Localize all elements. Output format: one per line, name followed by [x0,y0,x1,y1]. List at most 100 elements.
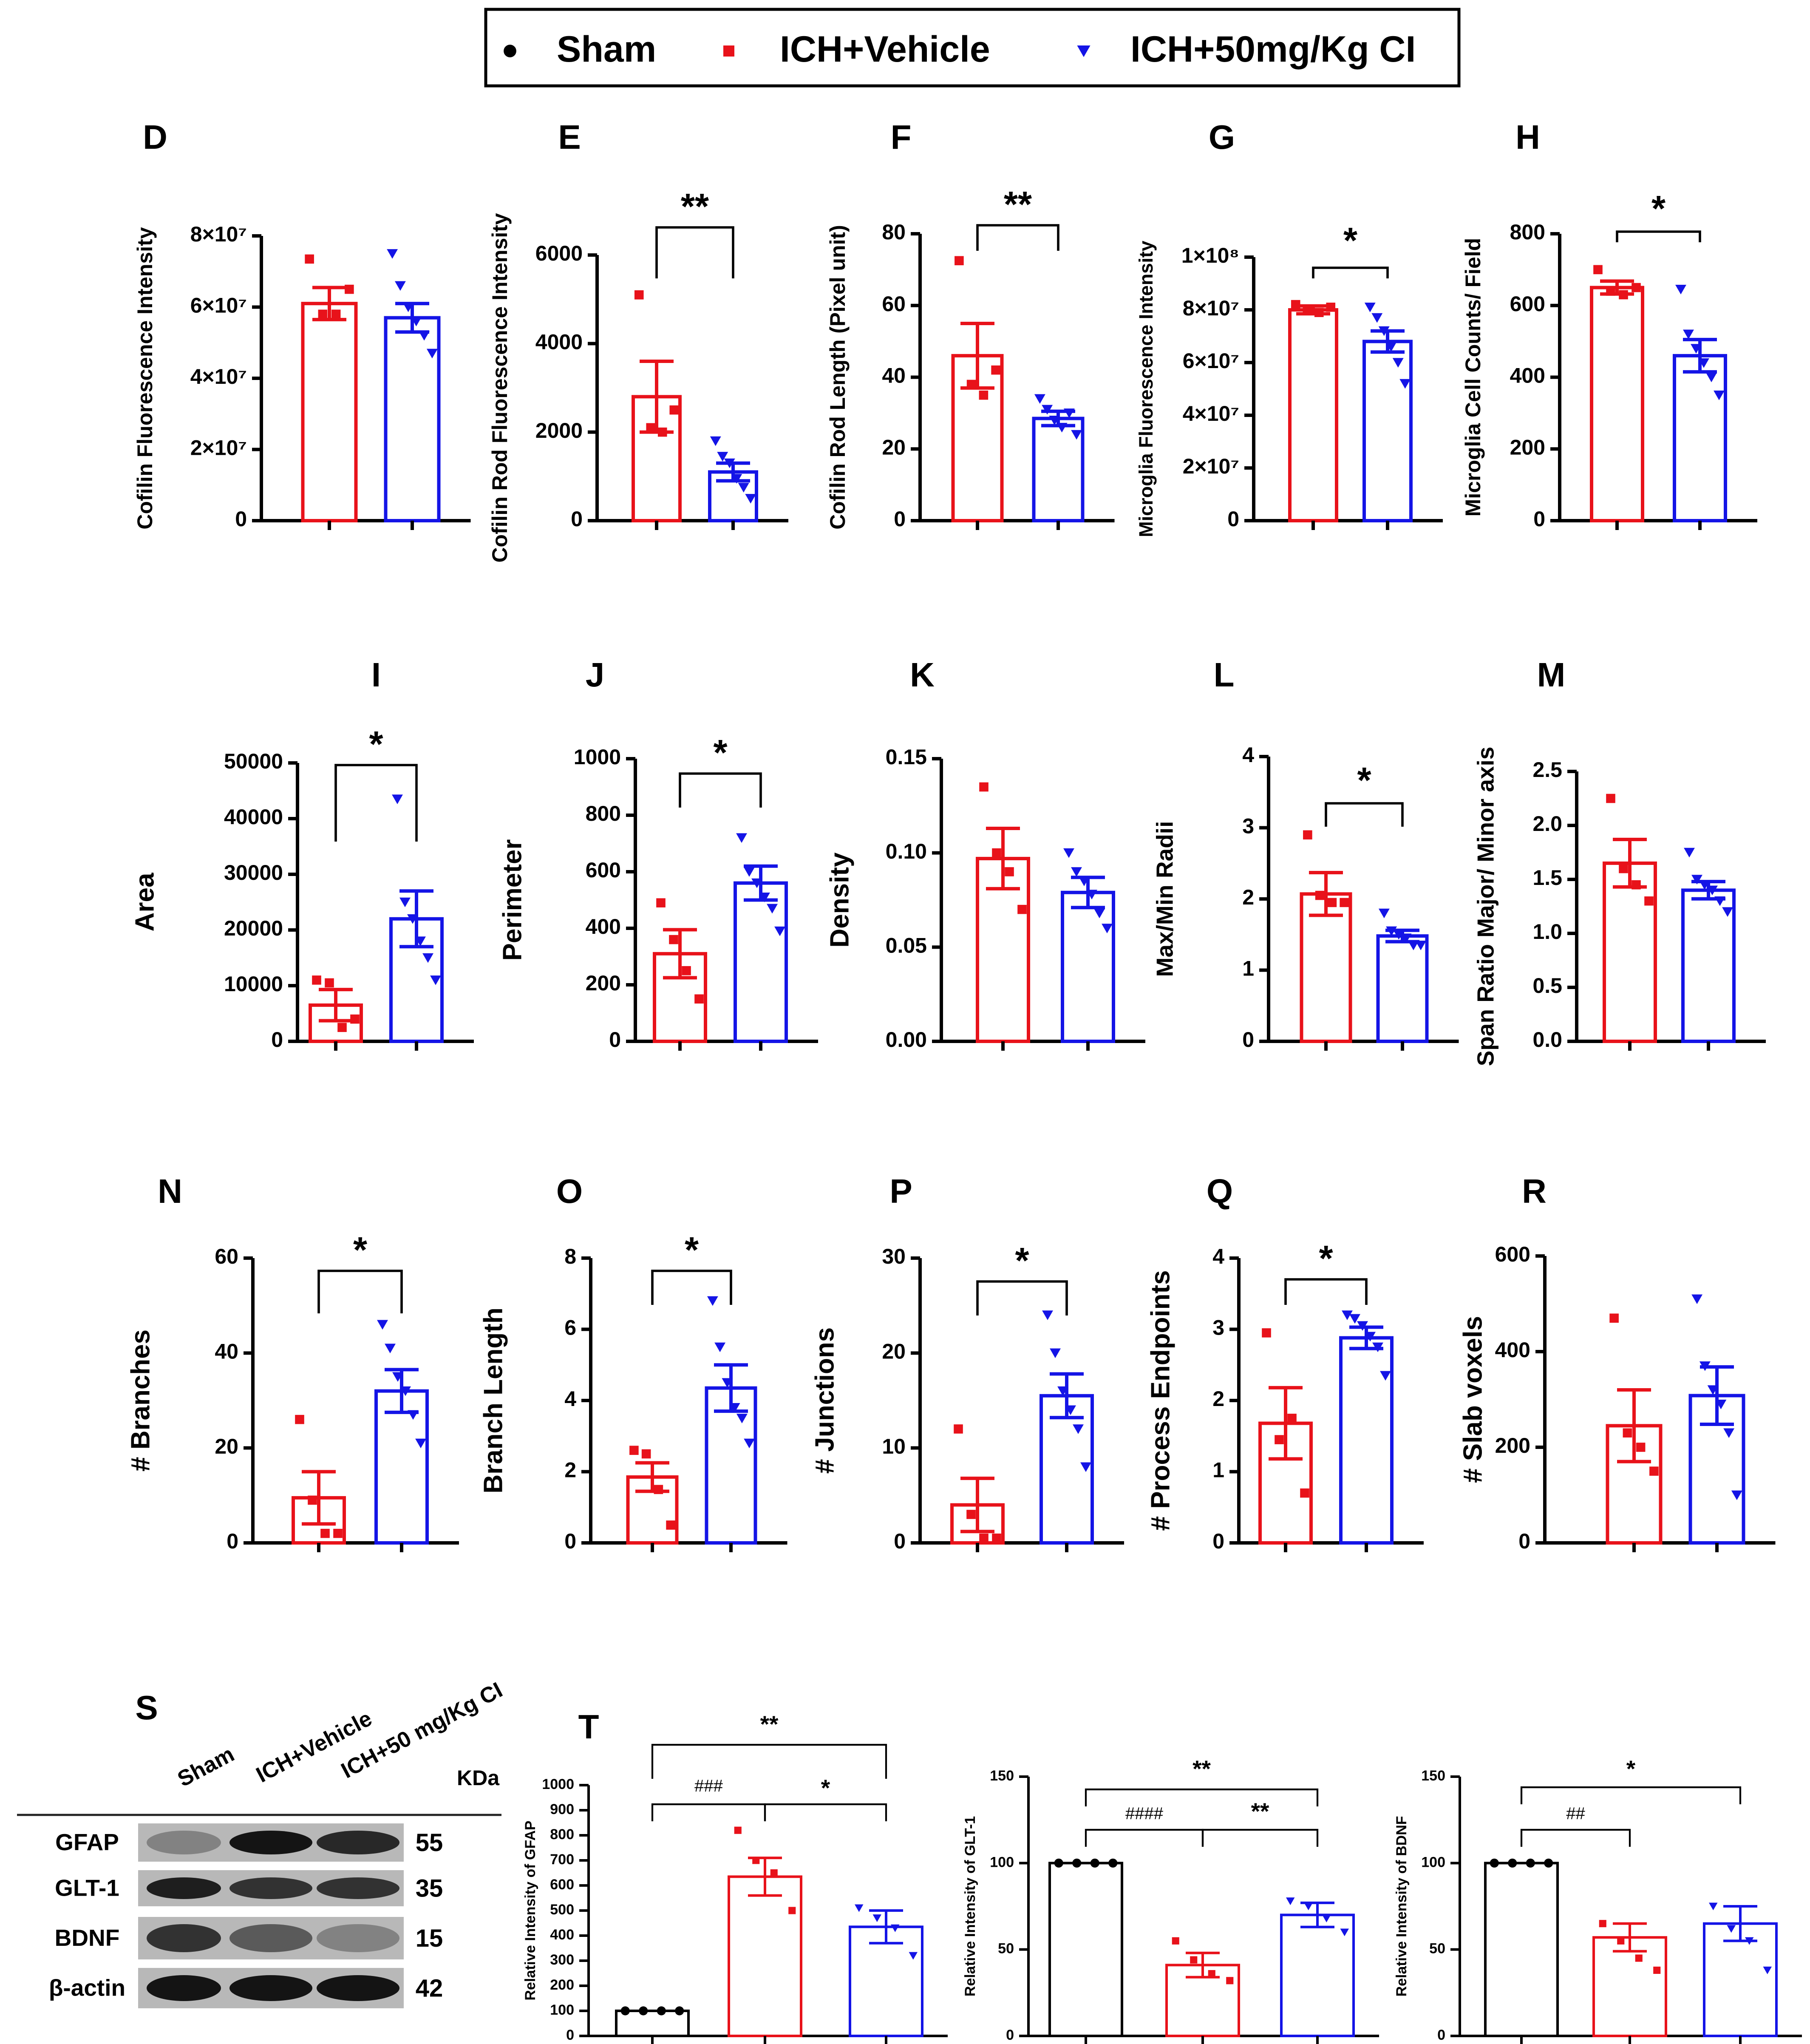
blot-band [147,1877,221,1899]
data-point [669,405,679,415]
data-point [979,782,989,792]
data-point [1057,1386,1068,1396]
data-point [646,423,656,433]
bar-group [1362,303,1413,530]
bar [384,316,441,522]
data-point [620,2006,630,2016]
bar-group [615,2006,690,2044]
chart-panel: D Cofilin Fluorescence Intensity 0 2×10⁷ 4×1… [133,118,471,531]
data-point [1017,904,1027,914]
legend-box [484,8,1461,88]
data-point [1071,430,1082,440]
significance-bracket: * [1616,189,1701,242]
significance-label: * [1015,1241,1029,1281]
significance-bracket: ** [1085,1755,1319,1806]
data-point [1300,1488,1309,1498]
data-point [1262,1328,1271,1338]
bracket-line [1520,1829,1631,1847]
y-tick-label: 400 [550,1927,574,1943]
chart-panel: Q # Process Endpoints 0 1 2 3 4 * [1146,1172,1424,1553]
y-axis-label: Span Ratio Major/ Minor axis [1473,747,1499,1066]
y-tick-label: 30 [882,1245,906,1268]
bar-group [951,256,1004,530]
panel-letter: K [910,656,935,694]
data-point [1042,405,1053,415]
y-tick-label: 0 [1437,2027,1445,2043]
data-point [1606,286,1615,296]
y-tick-label: 4000 [535,330,583,354]
data-point [731,474,742,484]
y-tick-label: 150 [1421,1768,1445,1784]
significance-label: ** [681,187,709,227]
data-point [714,1342,726,1352]
blot-band [147,1924,221,1952]
data-point [1675,284,1686,295]
data-point [392,1372,403,1382]
y-axis-label: Perimeter [498,839,527,961]
bracket-line [976,1280,1068,1315]
data-point [657,427,667,437]
bar-group [384,249,441,530]
bar-group [1288,300,1338,530]
bracket-line [1616,230,1701,242]
data-point [1706,372,1717,383]
significance-bracket: ## [1520,1804,1631,1847]
data-point [1593,265,1603,275]
y-axis-label: # Junctions [810,1327,839,1474]
data-point [1378,326,1390,336]
bar [1376,934,1429,1043]
chart-panel: R # Slab voxels 0 200 400 600 [1458,1172,1776,1553]
data-point [744,1438,755,1449]
y-tick-label: 2 [1212,1387,1224,1411]
bar [1603,861,1657,1043]
bar-group [309,975,363,1051]
significance-bracket: * [1520,1755,1742,1804]
data-point [717,452,728,462]
bar [1673,354,1727,522]
panel-letter: D [143,118,167,156]
y-tick-label: 200 [1510,435,1545,459]
significance-label: * [1343,221,1357,261]
y-tick-label: 6×10⁷ [190,294,247,318]
significance-label: * [685,1230,699,1270]
y-axis-label: Cofilin Rod Length (Pixel unit) [826,225,850,530]
lane-label: Sham [173,1742,238,1792]
bar [301,302,358,522]
bracket-line [764,1803,887,1821]
bar [1280,1914,1355,2038]
bar-group [1048,1858,1123,2044]
bar [1484,1862,1559,2038]
data-point [657,2006,666,2016]
y-tick-label: 0 [894,1529,906,1553]
y-tick-label: 800 [1510,220,1545,244]
data-point [979,1534,989,1543]
y-axis-label: Microglia Fluorescence Intensity [1135,241,1157,537]
data-point [1683,329,1694,340]
data-point [1073,1424,1084,1434]
y-tick-label: 1 [1242,957,1254,981]
y-tick-label: 6×10⁷ [1183,349,1239,373]
data-point [1691,875,1702,885]
bar-group [1681,848,1736,1051]
data-point [1653,1966,1661,1974]
significance-label: * [1651,189,1666,229]
y-tick-label: 2 [1242,885,1254,909]
data-point [1649,1466,1659,1476]
data-point [992,1534,1001,1543]
data-point [419,331,430,341]
significance-label: ** [1251,1798,1269,1824]
data-point [1544,1858,1553,1868]
blot-band [317,1975,399,2001]
bar [1362,340,1413,523]
data-point [320,1528,330,1538]
significance-label: ## [1566,1804,1585,1823]
data-point [1399,379,1411,389]
panel-letter: S [135,1689,158,1726]
bar-group [1592,1920,1667,2044]
data-point [872,1914,882,1922]
data-point [979,390,989,400]
significance-bracket: * [764,1775,887,1821]
data-point [331,309,341,319]
data-point [767,904,778,914]
